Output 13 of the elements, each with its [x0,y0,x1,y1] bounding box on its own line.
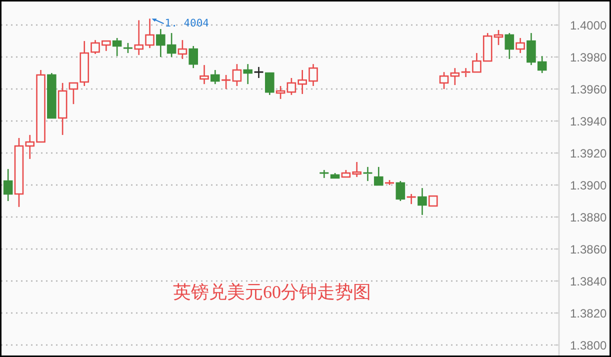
y-tick-label: 1.3940 [570,114,608,129]
y-tick-label: 1.3820 [570,306,608,321]
y-tick-label: 1.3840 [570,274,608,289]
annotation: 英镑兑美元60分钟走势图 [173,282,371,302]
y-tick-label: 1.3800 [570,338,608,352]
y-tick-label: 1.3860 [570,242,608,257]
y-tick-label: 1.3900 [570,178,608,193]
y-tick-label: 1.4000 [570,18,608,33]
y-tick-label: 1.3980 [570,50,608,65]
y-tick-label: 1.3880 [570,210,608,225]
y-tick-label: 1.3960 [570,82,608,97]
annotation: 1. 4004 [164,18,210,30]
y-tick-label: 1.3920 [570,146,608,161]
